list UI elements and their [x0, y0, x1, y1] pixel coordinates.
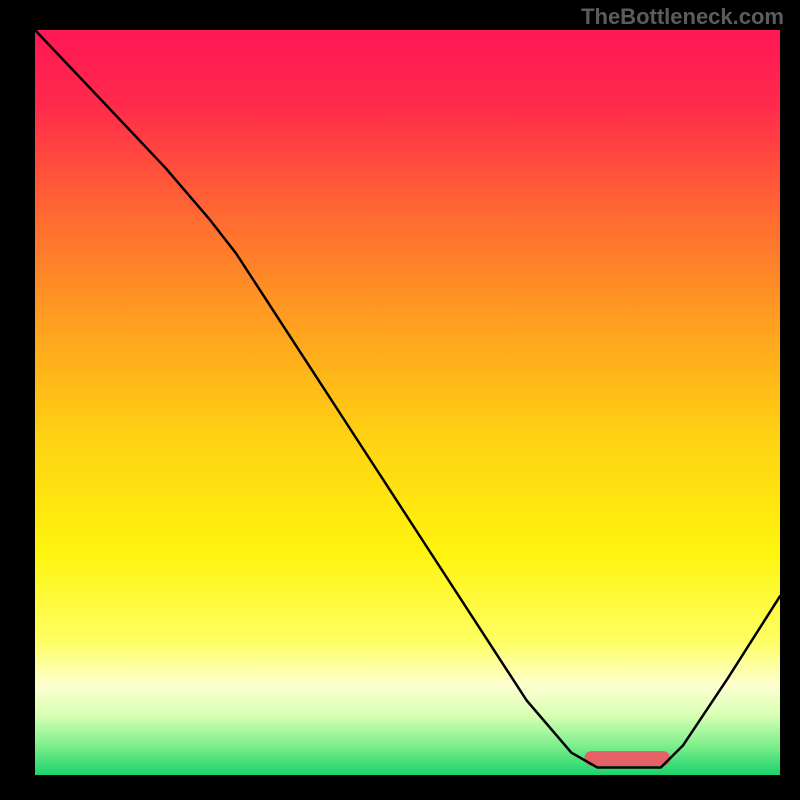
plot-background	[35, 30, 780, 775]
minimum-marker	[584, 751, 670, 766]
bottleneck-gradient-chart	[0, 0, 800, 800]
chart-root: TheBottleneck.com	[0, 0, 800, 800]
